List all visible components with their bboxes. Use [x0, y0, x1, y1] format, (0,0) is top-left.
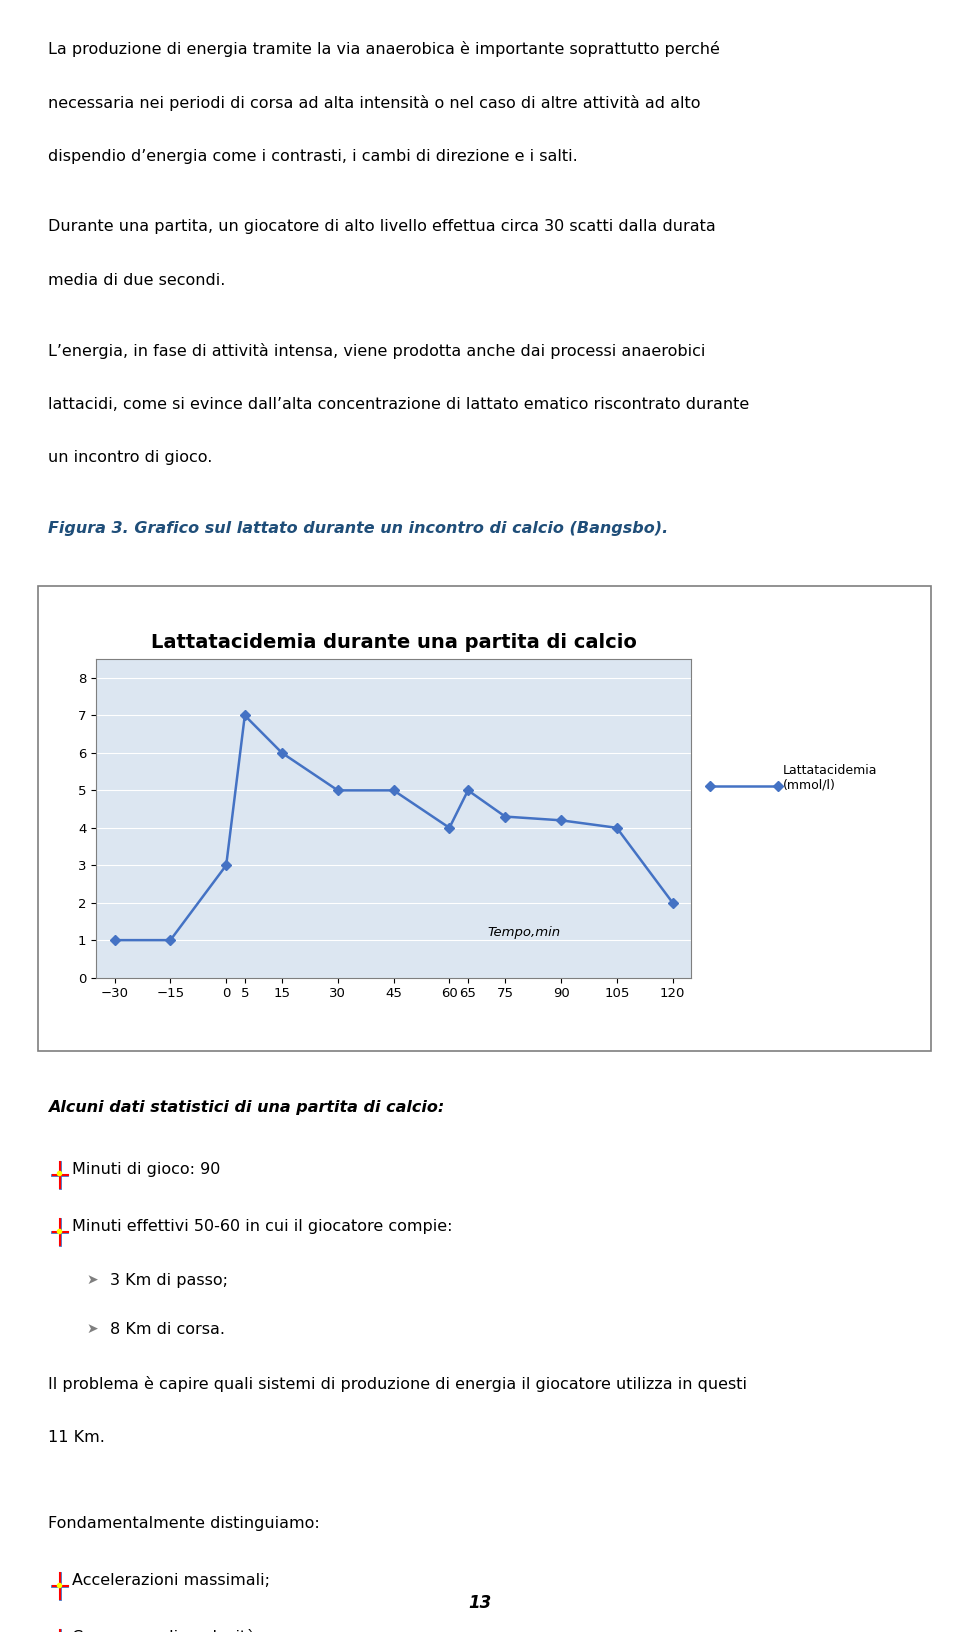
Text: La produzione di energia tramite la via anaerobica è importante soprattutto perc: La produzione di energia tramite la via … [48, 41, 720, 57]
Text: necessaria nei periodi di corsa ad alta intensità o nel caso di altre attività a: necessaria nei periodi di corsa ad alta … [48, 95, 701, 111]
Text: Il problema è capire quali sistemi di produzione di energia il giocatore utilizz: Il problema è capire quali sistemi di pr… [48, 1376, 747, 1392]
Text: Minuti di gioco: 90: Minuti di gioco: 90 [72, 1162, 221, 1177]
Text: Figura 3. Grafico sul lattato durante un incontro di calcio (Bangsbo).: Figura 3. Grafico sul lattato durante un… [48, 521, 668, 535]
Text: 13: 13 [468, 1593, 492, 1612]
Text: ➤: ➤ [86, 1322, 98, 1337]
Text: lattacidi, come si evince dall’alta concentrazione di lattato ematico riscontrat: lattacidi, come si evince dall’alta conc… [48, 397, 749, 411]
Text: un incontro di gioco.: un incontro di gioco. [48, 450, 212, 465]
Text: Minuti effettivi 50-60 in cui il giocatore compie:: Minuti effettivi 50-60 in cui il giocato… [72, 1219, 452, 1234]
FancyBboxPatch shape [38, 586, 931, 1051]
Text: Tempo,min: Tempo,min [487, 927, 561, 940]
Text: 8 Km di corsa.: 8 Km di corsa. [110, 1322, 226, 1337]
Text: media di due secondi.: media di due secondi. [48, 273, 226, 287]
Text: Accelerazioni massimali;: Accelerazioni massimali; [72, 1573, 270, 1588]
Title: Lattatacidemia durante una partita di calcio: Lattatacidemia durante una partita di ca… [151, 633, 636, 653]
Text: Alcuni dati statistici di una partita di calcio:: Alcuni dati statistici di una partita di… [48, 1100, 444, 1115]
Text: 3 Km di passo;: 3 Km di passo; [110, 1273, 228, 1288]
Text: Fondamentalmente distinguiamo:: Fondamentalmente distinguiamo: [48, 1516, 320, 1531]
Text: ➤: ➤ [86, 1273, 98, 1288]
Text: Lattatacidemia
(mmol/l): Lattatacidemia (mmol/l) [782, 764, 876, 792]
Text: L’energia, in fase di attività intensa, viene prodotta anche dai processi anaero: L’energia, in fase di attività intensa, … [48, 343, 706, 359]
Text: 11 Km.: 11 Km. [48, 1430, 105, 1444]
Text: dispendio d’energia come i contrasti, i cambi di direzione e i salti.: dispendio d’energia come i contrasti, i … [48, 149, 578, 163]
Text: Durante una partita, un giocatore di alto livello effettua circa 30 scatti dalla: Durante una partita, un giocatore di alt… [48, 219, 716, 233]
